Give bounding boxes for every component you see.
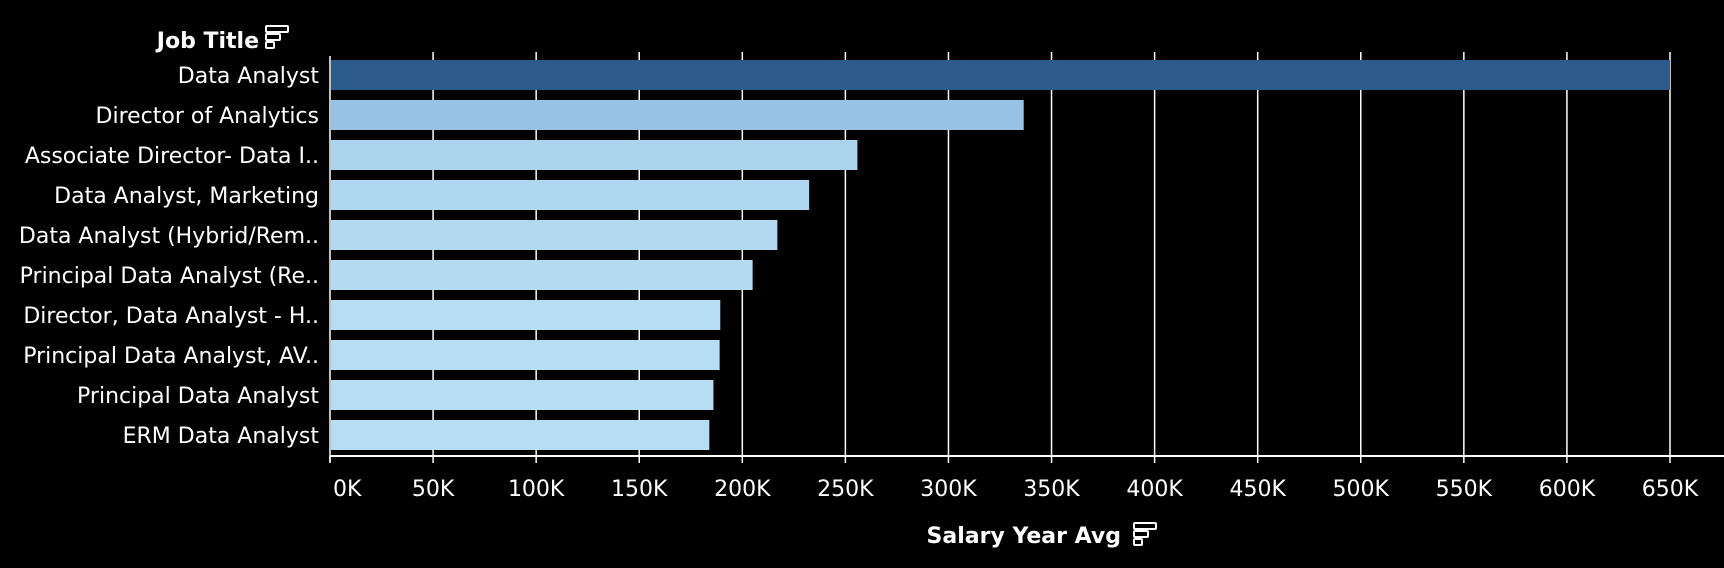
y-axis-title: Job Title (155, 29, 259, 54)
x-tick-label: 550K (1436, 477, 1493, 502)
category-label: ERM Data Analyst (123, 424, 320, 449)
x-tick-label: 500K (1333, 477, 1390, 502)
y-axis-sort-icon[interactable] (265, 25, 289, 49)
x-tick-labels: 0K 50K 100K 150K 200K 250K 300K 350K 400K 450K 500… (333, 477, 1699, 502)
x-tick-label: 450K (1229, 477, 1286, 502)
x-tick-label: 600K (1539, 477, 1596, 502)
bar[interactable] (331, 300, 721, 330)
bar[interactable] (331, 100, 1024, 130)
bar[interactable] (331, 220, 778, 250)
x-axis-title: Salary Year Avg (927, 524, 1121, 549)
bar[interactable] (331, 180, 810, 210)
category-label: Principal Data Analyst, AV.. (23, 344, 319, 369)
category-label: Principal Data Analyst (Re.. (20, 264, 319, 289)
category-label: Data Analyst, Marketing (54, 184, 319, 209)
category-label: Director of Analytics (96, 104, 319, 129)
x-tick-label: 300K (920, 477, 977, 502)
bars (331, 60, 1670, 450)
bar[interactable] (331, 420, 710, 450)
x-tick-label: 400K (1126, 477, 1183, 502)
category-label: Director, Data Analyst - H.. (23, 304, 319, 329)
category-label: Data Analyst (Hybrid/Rem.. (19, 224, 319, 249)
x-tick-label: 0K (333, 477, 362, 502)
bar[interactable] (331, 260, 753, 290)
bar[interactable] (331, 140, 858, 170)
x-tick-label: 650K (1642, 477, 1699, 502)
bar[interactable] (331, 340, 720, 370)
category-label: Principal Data Analyst (77, 384, 319, 409)
category-label: Data Analyst (178, 64, 320, 89)
x-tick-label: 50K (412, 477, 455, 502)
category-label: Associate Director- Data I.. (25, 144, 319, 169)
x-tick-label: 250K (817, 477, 874, 502)
x-axis-sort-icon[interactable] (1133, 522, 1157, 546)
x-tick-label: 350K (1023, 477, 1080, 502)
category-labels: Data Analyst Director of Analytics Associa… (19, 64, 319, 449)
x-tick-label: 100K (508, 477, 565, 502)
x-tick-label: 150K (611, 477, 668, 502)
bar[interactable] (331, 380, 714, 410)
x-tick-label: 200K (714, 477, 771, 502)
bar[interactable] (331, 60, 1670, 90)
